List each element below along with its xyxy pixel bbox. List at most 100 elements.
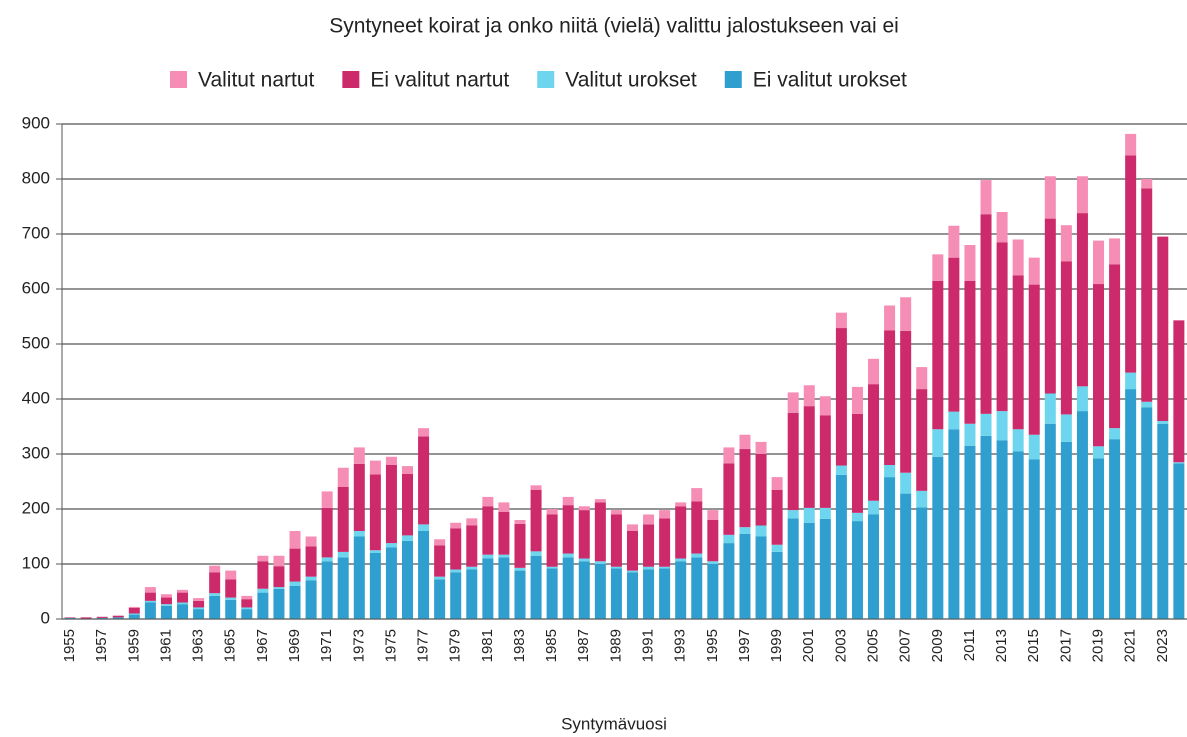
bar-segment bbox=[787, 392, 799, 413]
bar-segment bbox=[755, 441, 767, 454]
bar-segment bbox=[1157, 421, 1169, 424]
bar-segment bbox=[803, 522, 815, 619]
bar-segment bbox=[932, 280, 944, 430]
bar-segment bbox=[835, 474, 847, 619]
bar-segment bbox=[691, 501, 703, 554]
legend-label: Valitut urokset bbox=[565, 69, 697, 92]
bar-segment bbox=[1044, 218, 1056, 394]
y-tick-label: 900 bbox=[22, 113, 50, 132]
bar-segment bbox=[755, 536, 767, 619]
bar-segment bbox=[225, 579, 237, 598]
bar-segment bbox=[273, 555, 285, 567]
bar-segment bbox=[900, 472, 912, 494]
bar-segment bbox=[450, 528, 462, 570]
bar-segment bbox=[1076, 411, 1088, 619]
bar-segment bbox=[675, 502, 687, 507]
bar-segment bbox=[144, 592, 156, 601]
bar-segment bbox=[851, 413, 863, 513]
bar-segment bbox=[514, 523, 526, 568]
bar-segment bbox=[482, 506, 494, 555]
bar-segment bbox=[257, 555, 269, 562]
bar-segment bbox=[1028, 434, 1040, 460]
bar-segment bbox=[1012, 239, 1024, 276]
y-tick-label: 800 bbox=[22, 168, 50, 187]
bar-segment bbox=[466, 525, 478, 567]
bar-segment bbox=[514, 570, 526, 619]
bar-segment bbox=[1060, 261, 1072, 415]
bar-segment bbox=[209, 572, 221, 594]
bar-segment bbox=[160, 597, 172, 605]
bar-segment bbox=[851, 521, 863, 619]
bar-segment bbox=[385, 456, 397, 465]
bar-segment bbox=[273, 588, 285, 619]
bar-segment bbox=[835, 465, 847, 475]
bar-segment bbox=[1173, 463, 1185, 619]
bar-segment bbox=[916, 490, 928, 508]
bar-segment bbox=[900, 297, 912, 331]
bar-segment bbox=[771, 551, 783, 619]
bar-segment bbox=[659, 568, 671, 619]
bar-segment bbox=[932, 456, 944, 619]
bar-segment bbox=[626, 572, 638, 619]
bar-segment bbox=[546, 568, 558, 619]
bar-segment bbox=[755, 454, 767, 526]
bar-segment bbox=[144, 602, 156, 619]
bar-segment bbox=[418, 531, 430, 619]
bar-segment bbox=[369, 553, 381, 619]
legend-swatch bbox=[170, 71, 187, 88]
bar-segment bbox=[1109, 264, 1121, 429]
bar-segment bbox=[819, 507, 831, 519]
bar-segment bbox=[305, 580, 317, 619]
y-tick-label: 500 bbox=[22, 333, 50, 352]
bar-segment bbox=[1093, 240, 1105, 285]
bar-segment bbox=[241, 599, 253, 608]
bar-segment bbox=[948, 225, 960, 258]
bar-segment bbox=[418, 428, 430, 437]
bar-segment bbox=[498, 557, 510, 619]
x-tick-label: 1969 bbox=[286, 629, 303, 662]
bar-segment bbox=[402, 540, 414, 619]
bar-segment bbox=[1141, 179, 1153, 189]
x-tick-label: 2005 bbox=[865, 629, 882, 662]
bar-segment bbox=[321, 561, 333, 619]
bar-segment bbox=[128, 614, 140, 619]
x-tick-label: 1997 bbox=[736, 629, 753, 662]
legend-label: Valitut nartut bbox=[198, 69, 315, 92]
y-tick-label: 600 bbox=[22, 278, 50, 297]
bar-segment bbox=[385, 543, 397, 548]
x-tick-label: 2015 bbox=[1025, 629, 1042, 662]
bar-segment bbox=[96, 617, 108, 619]
bar-segment bbox=[980, 413, 992, 436]
x-tick-label: 2017 bbox=[1057, 629, 1074, 662]
bar-segment bbox=[112, 617, 124, 619]
bar-segment bbox=[868, 358, 880, 385]
bar-segment bbox=[434, 545, 446, 577]
bar-segment bbox=[643, 514, 655, 525]
bar-segment bbox=[884, 330, 896, 465]
bar-segment bbox=[868, 500, 880, 515]
bar-segment bbox=[835, 312, 847, 329]
bar-segment bbox=[209, 565, 221, 573]
bar-segment bbox=[128, 608, 140, 614]
bar-segment bbox=[1157, 423, 1169, 619]
bar-segment bbox=[1028, 459, 1040, 619]
bar-segment bbox=[289, 531, 301, 549]
bar-segment bbox=[610, 566, 622, 569]
bar-segment bbox=[626, 570, 638, 573]
bar-segment bbox=[1157, 236, 1169, 237]
bar-segment bbox=[803, 507, 815, 523]
bar-segment bbox=[562, 505, 574, 554]
y-tick-label: 700 bbox=[22, 223, 50, 242]
bar-segment bbox=[402, 473, 414, 536]
bar-segment bbox=[723, 463, 735, 535]
bar-segment bbox=[964, 245, 976, 281]
x-tick-label: 2021 bbox=[1122, 629, 1139, 662]
bar-segment bbox=[1141, 188, 1153, 402]
bar-segment bbox=[594, 499, 606, 503]
x-tick-label: 1983 bbox=[511, 629, 528, 662]
bar-segment bbox=[932, 254, 944, 281]
bar-segment bbox=[578, 506, 590, 511]
bar-segment bbox=[177, 589, 189, 593]
bar-segment bbox=[353, 463, 365, 531]
